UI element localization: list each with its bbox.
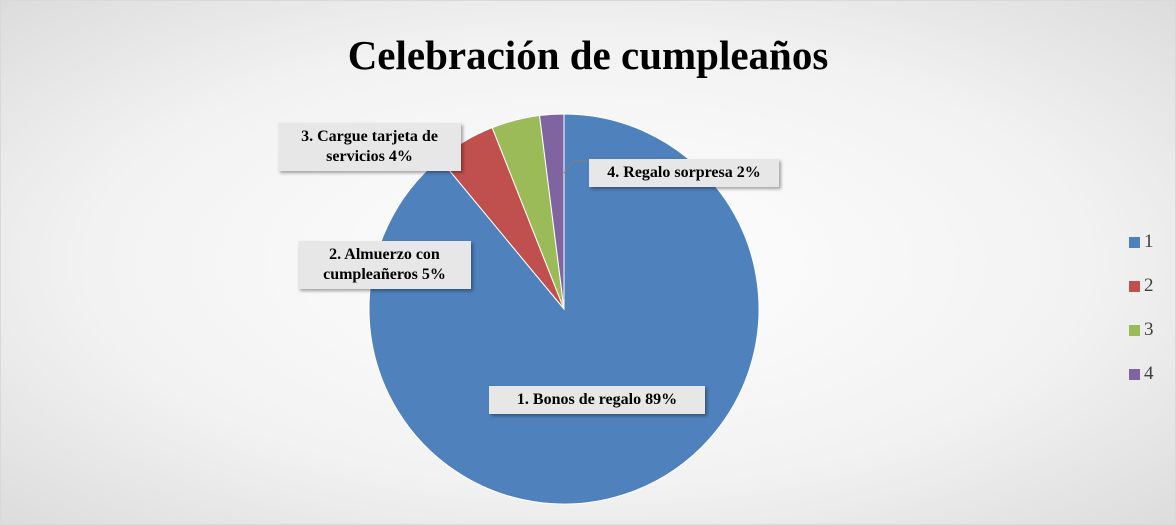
legend-label: 4 bbox=[1144, 363, 1154, 384]
legend-swatch bbox=[1129, 324, 1140, 336]
legend-item: 4 bbox=[1129, 363, 1154, 385]
legend-item: 2 bbox=[1129, 275, 1154, 297]
legend-swatch bbox=[1129, 236, 1140, 248]
data-label: 4. Regalo sorpresa 2% bbox=[589, 159, 779, 187]
legend-swatch bbox=[1129, 280, 1140, 292]
legend-label: 2 bbox=[1144, 275, 1154, 296]
legend-item: 3 bbox=[1129, 319, 1154, 341]
data-label: 3. Cargue tarjeta de servicios 4% bbox=[278, 123, 461, 171]
leader-line bbox=[563, 160, 589, 174]
legend-label: 3 bbox=[1144, 319, 1154, 340]
data-label: 1. Bonos de regalo 89% bbox=[489, 386, 705, 414]
legend-item: 1 bbox=[1129, 231, 1154, 253]
pie-slice bbox=[539, 113, 565, 310]
chart-title: Celebración de cumpleaños bbox=[347, 32, 829, 78]
data-label: 2. Almuerzo con cumpleañeros 5% bbox=[298, 241, 471, 289]
legend-swatch bbox=[1129, 368, 1140, 380]
legend-label: 1 bbox=[1144, 231, 1154, 252]
